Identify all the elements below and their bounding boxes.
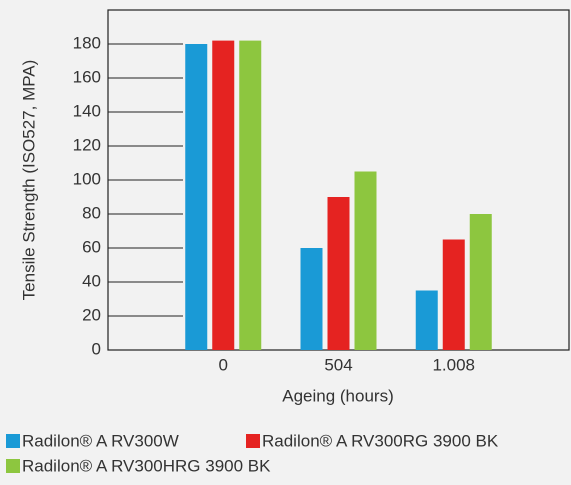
bar [469, 214, 492, 350]
y-tick-label: 60 [82, 237, 101, 256]
bar [442, 239, 465, 350]
y-tick-label: 160 [73, 67, 101, 86]
x-tick-label: 1.008 [432, 355, 475, 374]
legend-label: Radilon® A RV300RG 3900 BK [262, 431, 499, 450]
y-axis-label: Tensile Strength (ISO527, MPA) [19, 60, 38, 301]
legend-label: Radilon® A RV300HRG 3900 BK [22, 456, 271, 475]
y-tick-label: 20 [82, 305, 101, 324]
bar [354, 171, 377, 350]
y-tick-label: 100 [73, 169, 101, 188]
bar [415, 290, 438, 350]
x-tick-label: 0 [219, 355, 228, 374]
legend-swatch [246, 434, 260, 448]
y-tick-label: 140 [73, 101, 101, 120]
bar [327, 197, 350, 350]
y-tick-label: 180 [73, 33, 101, 52]
bar [212, 40, 235, 350]
x-axis-label: Ageing (hours) [282, 386, 394, 405]
bar [239, 40, 262, 350]
legend-label: Radilon® A RV300W [22, 431, 179, 450]
y-tick-label: 40 [82, 271, 101, 290]
legend-swatch [6, 459, 20, 473]
y-tick-label: 80 [82, 203, 101, 222]
y-tick-label: 0 [92, 339, 101, 358]
y-tick-label: 120 [73, 135, 101, 154]
x-tick-label: 504 [324, 355, 352, 374]
legend-swatch [6, 434, 20, 448]
bar [185, 44, 208, 350]
bar [300, 248, 323, 350]
